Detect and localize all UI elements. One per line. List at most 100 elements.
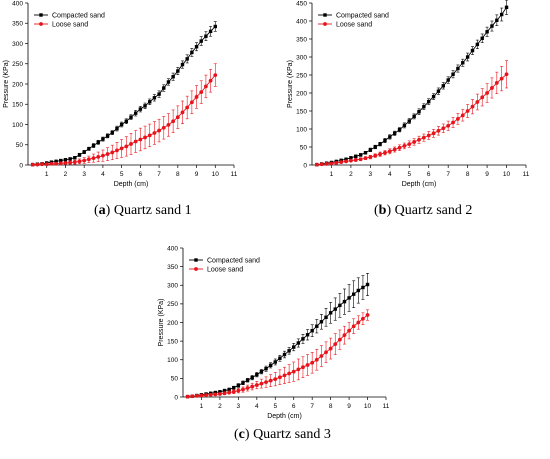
data-point [460, 113, 465, 118]
data-point [358, 153, 363, 157]
chart-1: 1 2 3 4 5 6 7 8 9 10 11 0 50 100 150 200 250 300 350 400 Dep… [3, 0, 238, 188]
data-point [324, 350, 328, 355]
data-point [175, 115, 180, 120]
legend-marker [194, 267, 198, 271]
data-point [328, 311, 333, 315]
data-point [147, 133, 152, 138]
data-point [485, 30, 489, 34]
chart-3: 1 2 3 4 5 6 7 8 9 10 11 0 50 100 150 200 250 300 350 400 Dep… [158, 245, 390, 420]
y-tick-label: 250 [12, 61, 23, 68]
data-point [227, 387, 231, 392]
data-point [143, 135, 147, 140]
y-tick-label: 250 [167, 301, 178, 308]
data-point [250, 375, 254, 380]
data-point [347, 296, 351, 300]
data-point [354, 154, 358, 159]
data-point [101, 137, 105, 141]
data-point [383, 150, 387, 155]
data-point [417, 110, 421, 114]
series-line [316, 73, 507, 166]
y-tick-label: 0 [19, 162, 23, 169]
y-tick-label: 300 [12, 41, 23, 48]
data-point [110, 130, 114, 135]
y-axis-label: Pressure (KPa) [158, 299, 165, 347]
x-tick-label: 2 [349, 171, 353, 178]
data-point [204, 84, 208, 89]
data-point [363, 151, 368, 155]
caption-a: (a) Quartz sand 1 [94, 203, 192, 218]
data-point [273, 377, 278, 382]
legend-label: Loose sand [336, 22, 372, 29]
data-point [352, 292, 356, 296]
data-point [373, 145, 377, 149]
x-tick-label: 3 [82, 171, 86, 178]
legend-label: Compacted sand [207, 258, 260, 265]
legend-item: Loose sand [34, 22, 88, 29]
legend-marker [39, 13, 43, 17]
data-point [213, 392, 218, 397]
y-tick-label: 200 [296, 90, 307, 97]
legend-item: Compacted sand [318, 13, 389, 20]
x-axis-label: Depth (cm) [267, 413, 302, 420]
data-point [236, 388, 241, 393]
x-tick-label: 11 [523, 171, 530, 178]
legend-label: Compacted sand [52, 13, 105, 20]
y-tick-label: 150 [12, 102, 23, 109]
data-point [383, 138, 387, 143]
data-point [124, 119, 129, 123]
legend-label: Compacted sand [336, 13, 389, 20]
data-point [185, 57, 189, 61]
data-point [278, 356, 282, 360]
y-tick-label: 200 [12, 81, 23, 88]
y-tick-label: 50 [16, 142, 24, 149]
data-point [54, 161, 58, 166]
data-point [35, 162, 40, 167]
data-point [72, 160, 77, 165]
data-point [344, 157, 348, 161]
data-point [456, 117, 460, 121]
data-point [194, 95, 199, 99]
x-tick-label: 7 [310, 403, 314, 410]
data-point [115, 126, 119, 131]
data-point [436, 128, 441, 133]
data-point [254, 383, 259, 387]
data-point [319, 320, 324, 324]
data-point [44, 162, 49, 167]
data-point [245, 386, 250, 390]
x-tick-label: 2 [64, 171, 68, 178]
data-point [63, 161, 68, 165]
data-point [319, 354, 324, 358]
data-point [133, 111, 138, 115]
series-loose [30, 63, 218, 167]
data-point [305, 333, 310, 337]
data-point [105, 152, 110, 156]
data-point [282, 373, 287, 378]
legend-item: Loose sand [189, 267, 243, 274]
data-point [129, 142, 133, 146]
data-point [194, 393, 199, 398]
data-point [495, 18, 499, 22]
data-point [110, 150, 115, 155]
data-point [222, 391, 227, 396]
x-tick-label: 2 [218, 403, 222, 410]
data-point [338, 303, 342, 308]
data-point [499, 12, 504, 17]
data-point [407, 142, 412, 147]
data-point [176, 69, 180, 73]
y-tick-label: 350 [296, 36, 307, 43]
series-line [187, 314, 368, 398]
x-tick-label: 1 [200, 403, 204, 410]
data-point [361, 316, 365, 321]
data-point [268, 378, 273, 383]
data-point [485, 91, 489, 95]
y-tick-label: 0 [174, 394, 178, 401]
legend-item: Compacted sand [34, 13, 105, 20]
x-tick-label: 3 [369, 171, 373, 178]
data-point [456, 66, 460, 71]
data-point [342, 333, 347, 338]
data-point [296, 367, 301, 372]
data-point [199, 39, 203, 43]
y-tick-label: 250 [296, 72, 307, 79]
data-point [73, 156, 77, 160]
data-point [504, 72, 509, 77]
